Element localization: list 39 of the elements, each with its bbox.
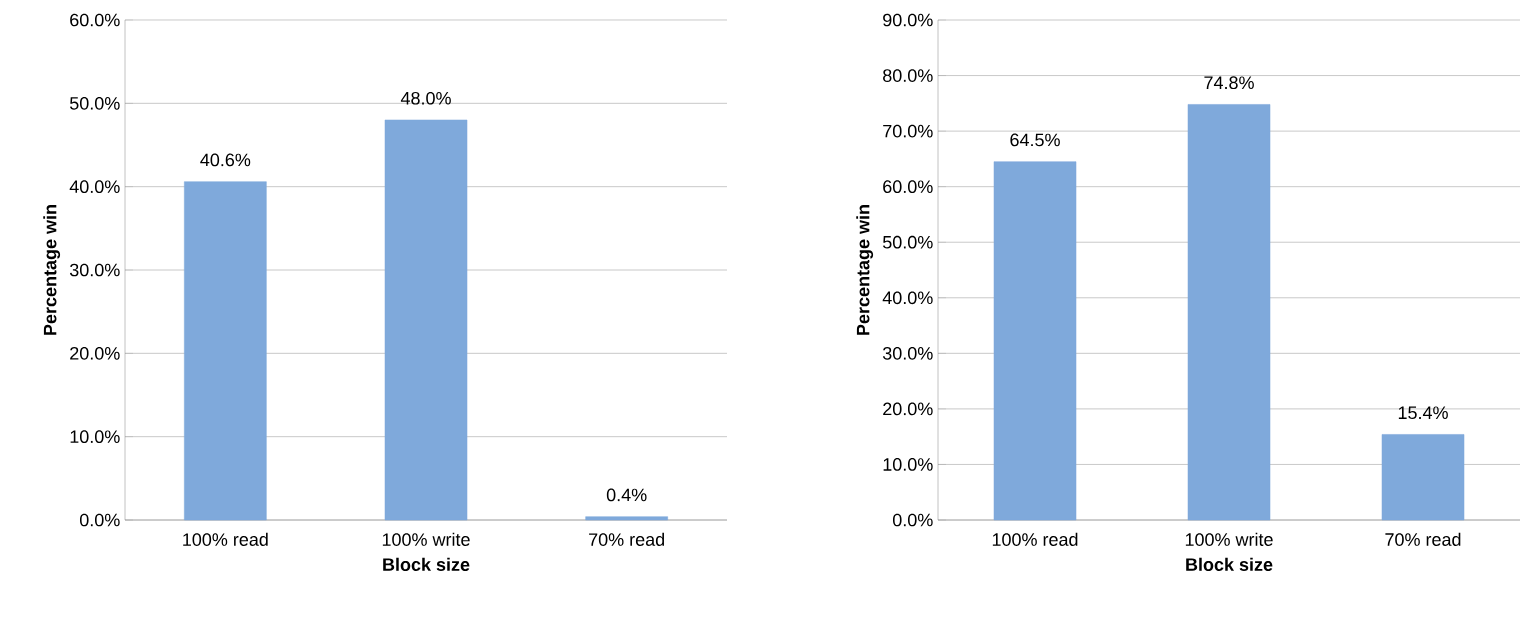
bar: [184, 181, 267, 521]
data-label: 15.4%: [1398, 406, 1448, 420]
data-label: 48.0%: [400, 91, 451, 105]
y-axis-title: Percentage win: [43, 205, 61, 335]
x-tick-label: 100% read: [992, 532, 1078, 546]
y-tick-label: 80.0%: [883, 69, 933, 82]
y-tick-label: 10.0%: [70, 430, 120, 444]
y-tick-label: 10.0%: [883, 458, 933, 471]
y-tick-label: 30.0%: [882, 346, 933, 360]
data-label: 64.5%: [1010, 133, 1060, 147]
x-tick-label: 70% read: [1385, 532, 1461, 546]
y-tick-label: 0.0%: [892, 513, 933, 527]
y-tick-label: 50.0%: [69, 96, 120, 110]
bar: [993, 161, 1077, 521]
y-tick-label: 40.0%: [69, 180, 120, 194]
y-tick-label: 90.0%: [883, 13, 933, 27]
data-label: 0.4%: [606, 488, 647, 502]
y-tick-label: 20.0%: [70, 346, 120, 360]
data-label: 74.8%: [1204, 76, 1254, 90]
y-tick-label: 70.0%: [883, 124, 933, 138]
y-tick-label: 40.0%: [882, 291, 933, 305]
x-tick-label: 100% write: [1185, 532, 1273, 546]
y-tick-label: 60.0%: [883, 180, 933, 194]
x-axis-title: Block size: [383, 557, 470, 571]
bar: [1381, 434, 1465, 521]
data-label: 40.6%: [200, 153, 251, 167]
y-tick-label: 30.0%: [69, 263, 120, 277]
bar: [1187, 104, 1271, 521]
y-tick-label: 0.0%: [79, 513, 120, 527]
bar: [585, 516, 668, 521]
x-tick-label: 100% write: [382, 532, 470, 546]
y-axis-title: Percentage win: [856, 205, 874, 335]
x-axis-title: Block size: [1186, 557, 1273, 571]
y-tick-label: 60.0%: [70, 13, 120, 27]
y-tick-label: 50.0%: [882, 235, 933, 249]
y-tick-label: 20.0%: [883, 402, 933, 416]
x-tick-label: 100% read: [183, 532, 268, 546]
x-tick-label: 70% read: [589, 532, 665, 546]
bar: [384, 119, 468, 521]
